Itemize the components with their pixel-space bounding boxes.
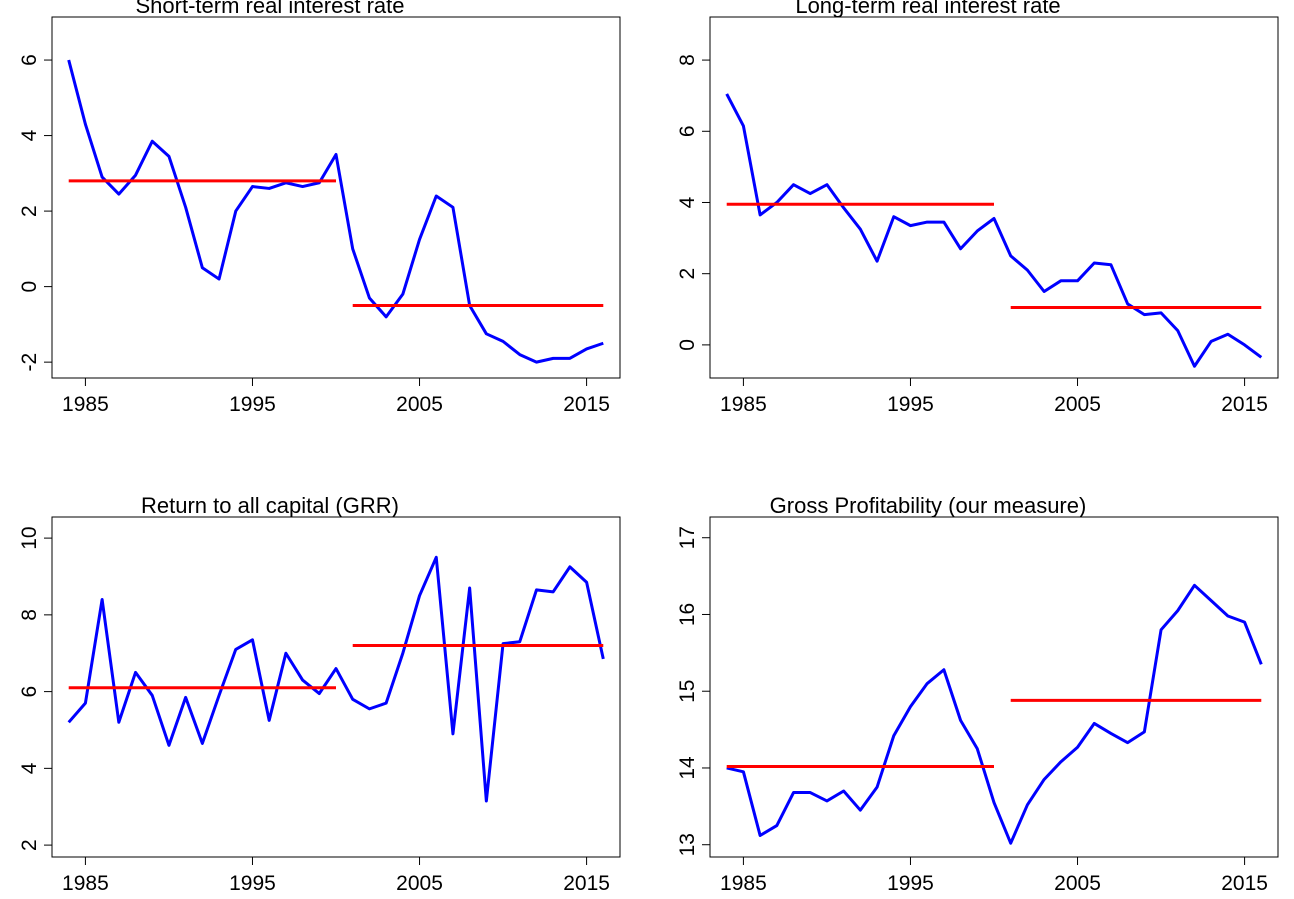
- y-tick-label: 4: [18, 762, 41, 774]
- y-tick-label: 14: [676, 756, 699, 780]
- y-tick-label: 4: [676, 196, 699, 208]
- x-tick-label: 1985: [720, 872, 767, 895]
- y-tick-label: -2: [18, 353, 41, 372]
- y-tick-label: 6: [676, 125, 699, 137]
- x-tick-label: 2015: [563, 393, 610, 416]
- plot-frame: [709, 516, 1279, 858]
- data-line: [726, 583, 1263, 845]
- y-tick-label: 15: [676, 680, 699, 703]
- y-tick-label: 8: [676, 54, 699, 66]
- chart-title: Short-term real interest rate: [136, 0, 405, 18]
- x-tick-label: 1995: [229, 872, 276, 895]
- y-tick-label: 6: [18, 54, 41, 66]
- chart-title: Gross Profitability (our measure): [770, 493, 1087, 518]
- chart-title: Long-term real interest rate: [795, 0, 1060, 18]
- plot-frame: [51, 516, 621, 858]
- x-tick-label: 2005: [396, 872, 443, 895]
- data-line: [725, 93, 1263, 368]
- x-tick-label: 1985: [62, 872, 109, 895]
- y-tick-label: 13: [676, 833, 699, 856]
- y-tick-label: 10: [18, 526, 41, 549]
- data-line: [67, 555, 605, 803]
- y-tick-label: 8: [18, 609, 41, 621]
- x-tick-label: 1985: [62, 393, 109, 416]
- x-tick-label: 2005: [396, 393, 443, 416]
- y-tick-label: 2: [18, 205, 41, 217]
- x-tick-label: 2005: [1054, 393, 1101, 416]
- y-tick-label: 4: [18, 129, 41, 141]
- x-tick-label: 2005: [1054, 872, 1101, 895]
- data-line: [67, 59, 604, 364]
- y-tick-label: 0: [676, 339, 699, 351]
- plot-frame: [709, 16, 1279, 379]
- chart-title: Return to all capital (GRR): [141, 493, 399, 518]
- y-tick-label: 16: [676, 603, 699, 626]
- x-tick-label: 2015: [563, 872, 610, 895]
- y-tick-label: 17: [676, 526, 699, 549]
- y-tick-label: 2: [18, 839, 41, 851]
- y-tick-label: 0: [18, 281, 41, 293]
- x-tick-label: 2015: [1221, 393, 1268, 416]
- x-tick-label: 1995: [229, 393, 276, 416]
- x-tick-label: 1995: [887, 872, 934, 895]
- y-tick-label: 2: [676, 268, 699, 280]
- y-tick-label: 6: [18, 686, 41, 698]
- x-tick-label: 2015: [1221, 872, 1268, 895]
- plot-frame: [51, 16, 621, 379]
- x-tick-label: 1995: [887, 393, 934, 416]
- x-tick-label: 1985: [720, 393, 767, 416]
